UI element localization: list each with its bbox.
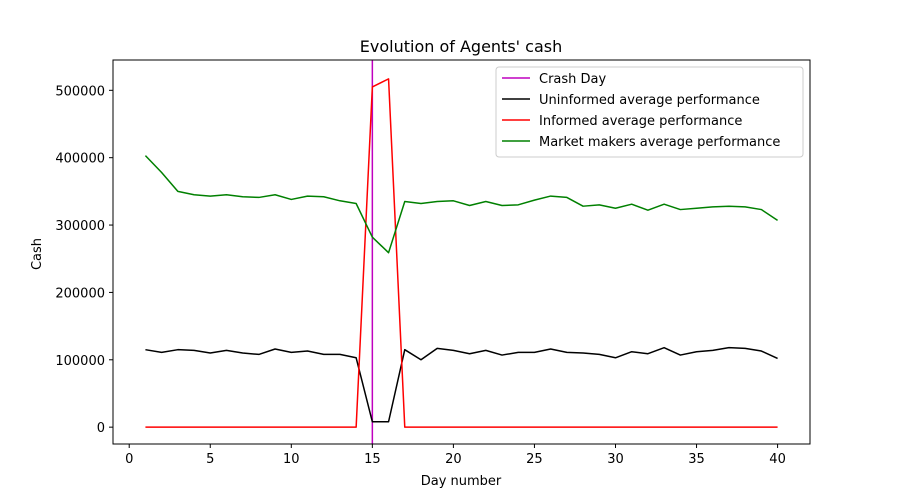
x-tick-label: 5 — [206, 452, 214, 467]
y-axis-ticks: 0 100000 200000 300000 400000 500000 — [55, 84, 113, 436]
x-tick-label: 40 — [769, 452, 786, 467]
x-tick-label: 25 — [526, 452, 543, 467]
legend-label: Informed average performance — [539, 114, 742, 129]
series-line-1 — [145, 346, 778, 423]
x-tick-label: 0 — [125, 452, 133, 467]
x-tick-label: 15 — [364, 452, 381, 467]
series-line-2 — [145, 78, 778, 428]
legend-box — [495, 66, 804, 158]
y-axis-label: Cash — [30, 238, 45, 270]
legend-label: Crash Day — [539, 72, 607, 87]
x-tick-label: 20 — [445, 452, 462, 467]
y-tick-label: 200000 — [55, 286, 105, 301]
legend-label: Market makers average performance — [539, 135, 780, 150]
x-tick-label: 35 — [688, 452, 705, 467]
x-tick-label: 30 — [607, 452, 624, 467]
y-tick-label: 100000 — [55, 354, 105, 369]
x-axis-label: Day number — [421, 474, 502, 489]
x-tick-label: 10 — [283, 452, 300, 467]
legend: Crash Day Uninformed average performance I… — [495, 66, 804, 158]
series-line-3 — [144, 155, 778, 254]
y-tick-label: 500000 — [55, 84, 105, 99]
chart-title: Evolution of Agents' cash — [360, 37, 562, 56]
y-tick-label: 0 — [97, 421, 105, 436]
legend-label: Uninformed average performance — [539, 93, 760, 108]
plot-frame — [112, 59, 811, 445]
plot-lines — [144, 60, 778, 444]
x-axis-ticks: 0 5 10 15 20 25 30 35 40 — [125, 444, 786, 467]
y-tick-label: 400000 — [55, 152, 105, 167]
y-tick-label: 300000 — [55, 219, 105, 234]
